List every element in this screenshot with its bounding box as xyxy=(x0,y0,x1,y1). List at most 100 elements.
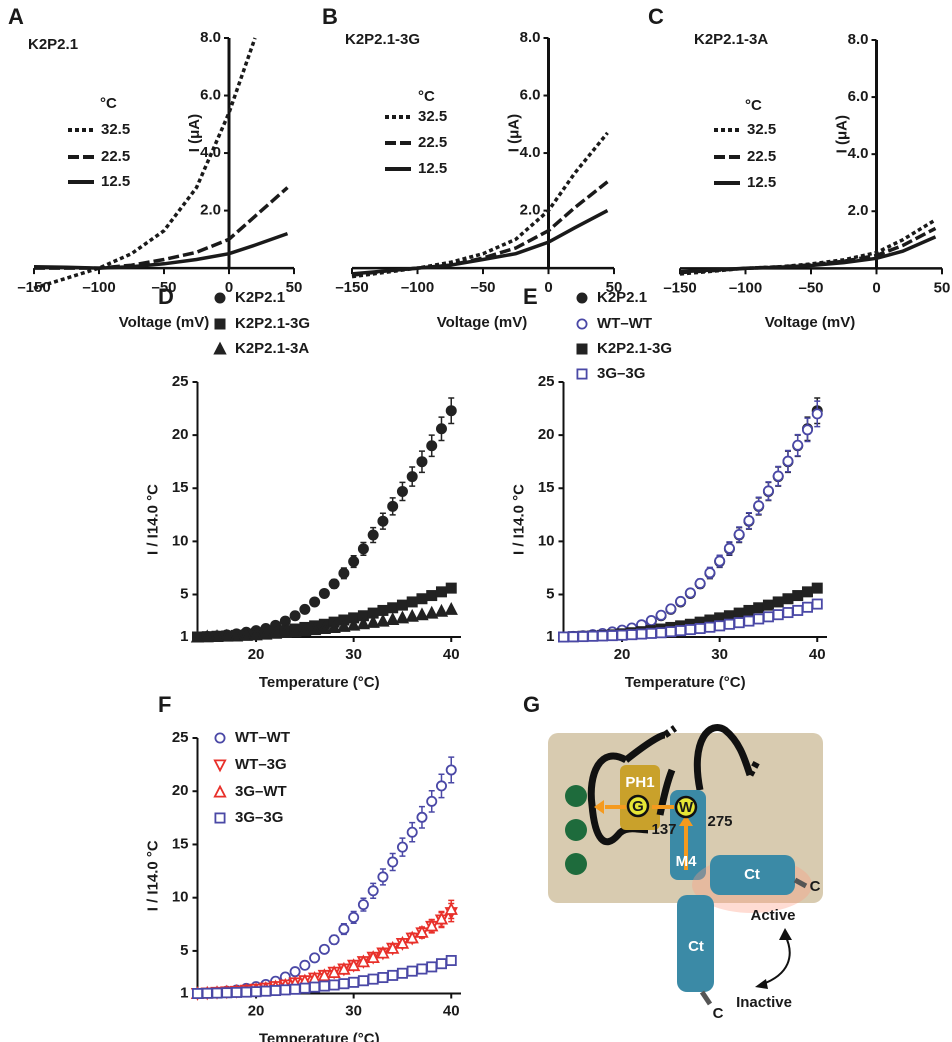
point xyxy=(743,604,755,616)
legend-marker xyxy=(214,292,226,304)
point xyxy=(587,630,599,642)
point xyxy=(231,986,243,998)
y-tick-label: 4.0 xyxy=(200,144,221,161)
point xyxy=(684,624,696,636)
point xyxy=(338,923,350,935)
point xyxy=(636,628,648,640)
y-tick-label: 5 xyxy=(546,585,554,602)
legend-label: K2P2.1 xyxy=(235,289,285,306)
point xyxy=(396,599,408,611)
y-tick-label: 1 xyxy=(180,984,188,1001)
point xyxy=(376,945,390,959)
point xyxy=(229,628,244,642)
y-tick-label: 20 xyxy=(538,426,555,443)
point xyxy=(270,985,282,997)
point xyxy=(395,610,410,624)
point xyxy=(426,961,438,973)
point xyxy=(782,593,794,605)
y-tick-label: 10 xyxy=(172,889,189,906)
point xyxy=(200,629,214,643)
x-tick-label: 30 xyxy=(345,646,362,663)
ct-active xyxy=(710,855,795,895)
legend-label: 12.5 xyxy=(747,174,776,191)
point xyxy=(279,615,291,627)
chart-title: K2P2.1-3A xyxy=(694,31,768,48)
point xyxy=(426,590,438,602)
point xyxy=(299,959,311,971)
arrow-head xyxy=(594,800,604,814)
curve xyxy=(351,209,609,276)
y-tick-label: 8.0 xyxy=(848,31,869,48)
point xyxy=(606,630,618,642)
arrow-head xyxy=(679,815,693,826)
point xyxy=(445,764,457,776)
legend-label: 32.5 xyxy=(418,108,447,125)
loop-dashed xyxy=(662,725,678,738)
y-tick-label: 8.0 xyxy=(520,29,541,46)
point xyxy=(694,623,706,635)
point xyxy=(405,608,419,622)
loop-dashed xyxy=(746,758,762,777)
point xyxy=(762,611,774,623)
x-tick-label: 20 xyxy=(248,646,265,663)
x-axis-label: Temperature (°C) xyxy=(259,674,380,691)
point xyxy=(426,795,438,807)
point xyxy=(387,856,399,868)
point xyxy=(684,587,696,599)
point xyxy=(377,972,389,984)
legend-label: K2P2.1 xyxy=(597,289,647,306)
point xyxy=(762,599,774,611)
residue xyxy=(626,794,650,818)
x-tick-label: –100 xyxy=(401,279,434,296)
point xyxy=(675,625,687,637)
x-tick-label: –50 xyxy=(151,279,176,296)
point xyxy=(318,980,330,992)
point xyxy=(337,961,351,975)
point xyxy=(416,963,428,975)
tail xyxy=(793,877,808,889)
point xyxy=(723,618,735,630)
point xyxy=(792,590,804,602)
y-tick-label: 25 xyxy=(172,729,189,746)
point xyxy=(406,471,418,483)
legend-label: 3G–WT xyxy=(235,783,287,800)
point xyxy=(377,871,389,883)
point xyxy=(435,586,447,598)
point xyxy=(714,555,726,567)
legend-label: WT–WT xyxy=(235,729,290,746)
point xyxy=(327,620,341,633)
point xyxy=(268,625,283,639)
chart-title: K2P2.1-3G xyxy=(345,31,420,48)
x-tick-label: 20 xyxy=(614,646,631,663)
point xyxy=(366,614,380,628)
y-tick-label: 25 xyxy=(538,373,555,390)
y-axis-label: I / I14.0 °C xyxy=(144,484,161,555)
x-tick-label: –50 xyxy=(470,279,495,296)
point xyxy=(318,587,330,599)
point xyxy=(309,596,321,608)
point xyxy=(211,987,223,999)
point xyxy=(346,958,361,972)
point xyxy=(445,954,457,966)
point xyxy=(210,629,224,642)
panel-label: E xyxy=(523,284,538,309)
point xyxy=(307,622,322,636)
curve xyxy=(34,186,289,270)
x-tick-label: 30 xyxy=(711,646,728,663)
panel-label: G xyxy=(523,692,540,717)
point xyxy=(733,617,745,629)
y-axis-label: I / I14.0 °C xyxy=(510,484,527,555)
curve xyxy=(33,37,257,290)
legend-label: 22.5 xyxy=(101,148,130,165)
point xyxy=(357,975,369,987)
point xyxy=(694,577,706,589)
arrow-head xyxy=(755,979,768,989)
point xyxy=(577,631,589,643)
legend-label: 12.5 xyxy=(418,160,447,177)
point xyxy=(328,934,340,946)
x-tick-label: 30 xyxy=(345,1002,362,1019)
point xyxy=(416,456,428,468)
terminus-label: C xyxy=(713,1005,724,1022)
point xyxy=(416,811,428,823)
x-tick-label: 0 xyxy=(225,279,233,296)
